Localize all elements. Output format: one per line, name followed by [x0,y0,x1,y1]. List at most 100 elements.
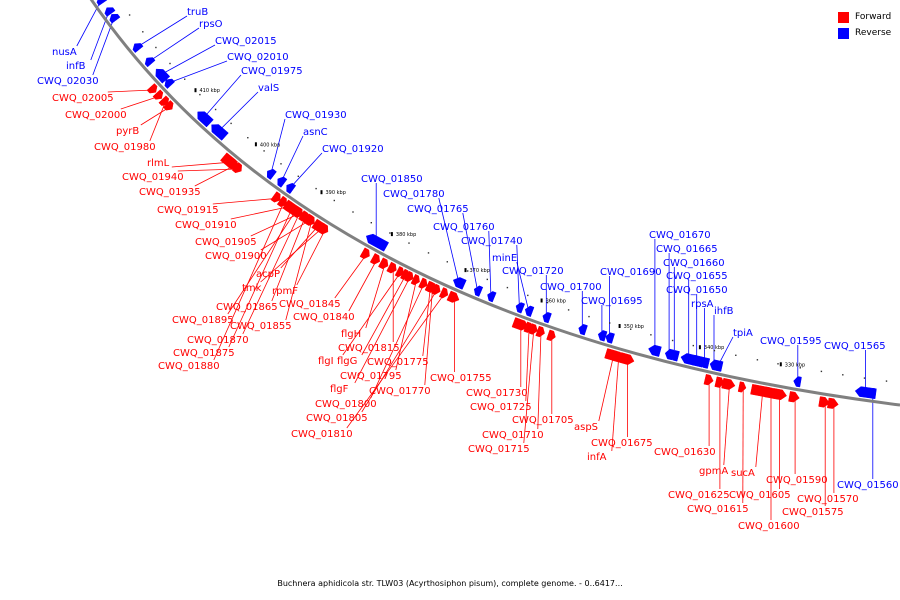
gene-arrow-cwq-01715 [528,323,538,335]
gene-label-rpsa: rpsA [691,299,714,310]
gene-arrow-rpmf [318,223,329,235]
leader-line-cwq-01845 [334,254,367,299]
leader-line-cwq-01895 [227,210,297,315]
gene-label-cwq-01920: CWQ_01920 [322,144,384,155]
gene-label-cwq-01630: CWQ_01630 [654,447,716,458]
gene-arrow-cwq-01840 [369,253,380,265]
gene-label-cwq-02005: CWQ_02005 [52,93,114,104]
gene-arrow-cwq-01810 [438,287,449,299]
leader-line-cwq-02010 [168,60,228,84]
minor-tick [546,301,549,304]
reverse-swatch [838,27,849,39]
gene-arrow-cwq-01805 [431,283,441,295]
minor-tick [297,175,299,177]
gene-label-rlml: rlmL [147,158,170,169]
leader-line-cwq-01875 [228,208,293,348]
gene-arrow-cwq-01845 [359,247,370,259]
gene-label-cwq-01650: CWQ_01650 [666,285,728,296]
gene-arrow-cwq-01795 [410,274,420,286]
tick-label-340-kbp: 340 kbp [704,345,724,351]
gene-label-cwq-01615: CWQ_01615 [687,504,749,515]
minor-tick [735,354,737,356]
gene-arrow-cwq-02030 [109,13,121,24]
leader-line-cwq-01740 [516,244,520,308]
leader-line-flgi [342,272,401,356]
gene-arrow-infb [104,7,116,17]
gene-label-cwq-01940: CWQ_01940 [122,172,184,183]
gene-label-cwq-01590: CWQ_01590 [766,475,828,486]
gene-label-cwq-01870: CWQ_01870 [187,335,249,346]
gene-label-flgh: flgH [341,329,361,340]
minor-tick [142,31,144,33]
minor-tick [713,349,716,352]
leader-line-vals [218,91,259,132]
gene-arrow-cwq-01695 [597,330,608,342]
leader-line-cwq-01975 [203,74,242,118]
gene-arrow-cwq-01765 [473,285,484,297]
gene-label-cwq-01660: CWQ_01660 [663,258,725,269]
gene-arrow-cwq-01850 [366,233,389,252]
legend: Forward Reverse [838,9,891,41]
tick-mark-340-kbp [698,345,701,350]
tick-label-330-kbp: 330 kbp [785,362,805,368]
gene-label-vals: valS [258,83,279,94]
minor-tick [199,93,201,96]
leader-line-cwq-01920 [289,152,323,189]
gene-label-cwq-02030: CWQ_02030 [37,76,99,87]
leader-line-cwq-01810 [346,293,445,429]
gene-arrow-tpia [713,360,724,372]
gene-features [96,0,877,409]
leader-line-cwq-01940 [177,168,239,172]
gene-arrow-cwq-01815 [386,261,397,274]
gene-arrow-mine [524,305,535,317]
gene-label-gpma: gpmA [699,466,728,477]
minor-tick [370,222,372,224]
gene-arrow-cwq-01630 [703,374,714,386]
gene-arrow-cwq-01930 [266,168,277,180]
gene-label-cwq-01810: CWQ_01810 [291,429,353,440]
gene-label-cwq-01665: CWQ_01665 [656,244,718,255]
gene-arrow-cwq-01705 [546,329,556,341]
gene-label-cwq-01930: CWQ_01930 [285,110,347,121]
leader-line-suca [755,391,764,468]
leader-line-cwq-01805 [361,289,438,413]
minor-tick [885,380,888,382]
leader-line-cwq-01935 [194,165,235,187]
gene-arrow-cwq-01700 [578,324,588,336]
gene-arrow-cwq-01600 [764,386,777,399]
gene-arrow-cwq-01880 [276,195,287,207]
minor-tick [756,359,759,361]
leader-line-cwq-01770 [424,288,433,386]
tick-mark-400-kbp [254,142,257,147]
gene-arrow-cwq-01875 [285,201,295,213]
gene-label-cwq-01675: CWQ_01675 [591,438,653,449]
leader-line-cwq-01760 [488,230,492,297]
gene-label-cwq-01655: CWQ_01655 [666,271,728,282]
gene-label-cwq-01875: CWQ_01875 [173,348,235,359]
gene-label-cwq-01800: CWQ_01800 [315,399,377,410]
minor-tick [671,339,674,342]
gene-label-cwq-01805: CWQ_01805 [306,413,368,424]
leader-line-tmk [260,227,323,283]
gene-label-cwq-01900: CWQ_01900 [205,251,267,262]
minor-tick [315,187,317,190]
gene-label-cwq-01850: CWQ_01850 [361,174,423,185]
leader-line-cwq-01915 [212,197,278,205]
gene-label-cwq-02015: CWQ_02015 [215,36,277,47]
tick-mark-390-kbp [320,190,323,195]
minor-tick [263,150,265,152]
tick-mark-360-kbp [540,298,543,303]
leader-line-cwq-01715 [523,329,535,444]
map-caption: Buchnera aphidicola str. TLW03 (Acyrthos… [277,579,623,588]
minor-tick [842,374,844,376]
gene-arrow-cwq-02005 [146,83,158,94]
minor-tick [155,46,157,49]
gene-label-cwq-01740: CWQ_01740 [461,236,523,247]
tick-mark-350-kbp [618,324,621,328]
gene-label-asnc: asnC [303,127,328,138]
gene-arrow-cwq-01710 [535,325,545,338]
gene-label-cwq-01915: CWQ_01915 [157,205,219,216]
gene-arrow-cwq-01975 [197,111,214,128]
tick-label-350-kbp: 350 kbp [624,324,644,330]
minor-tick [863,377,866,379]
